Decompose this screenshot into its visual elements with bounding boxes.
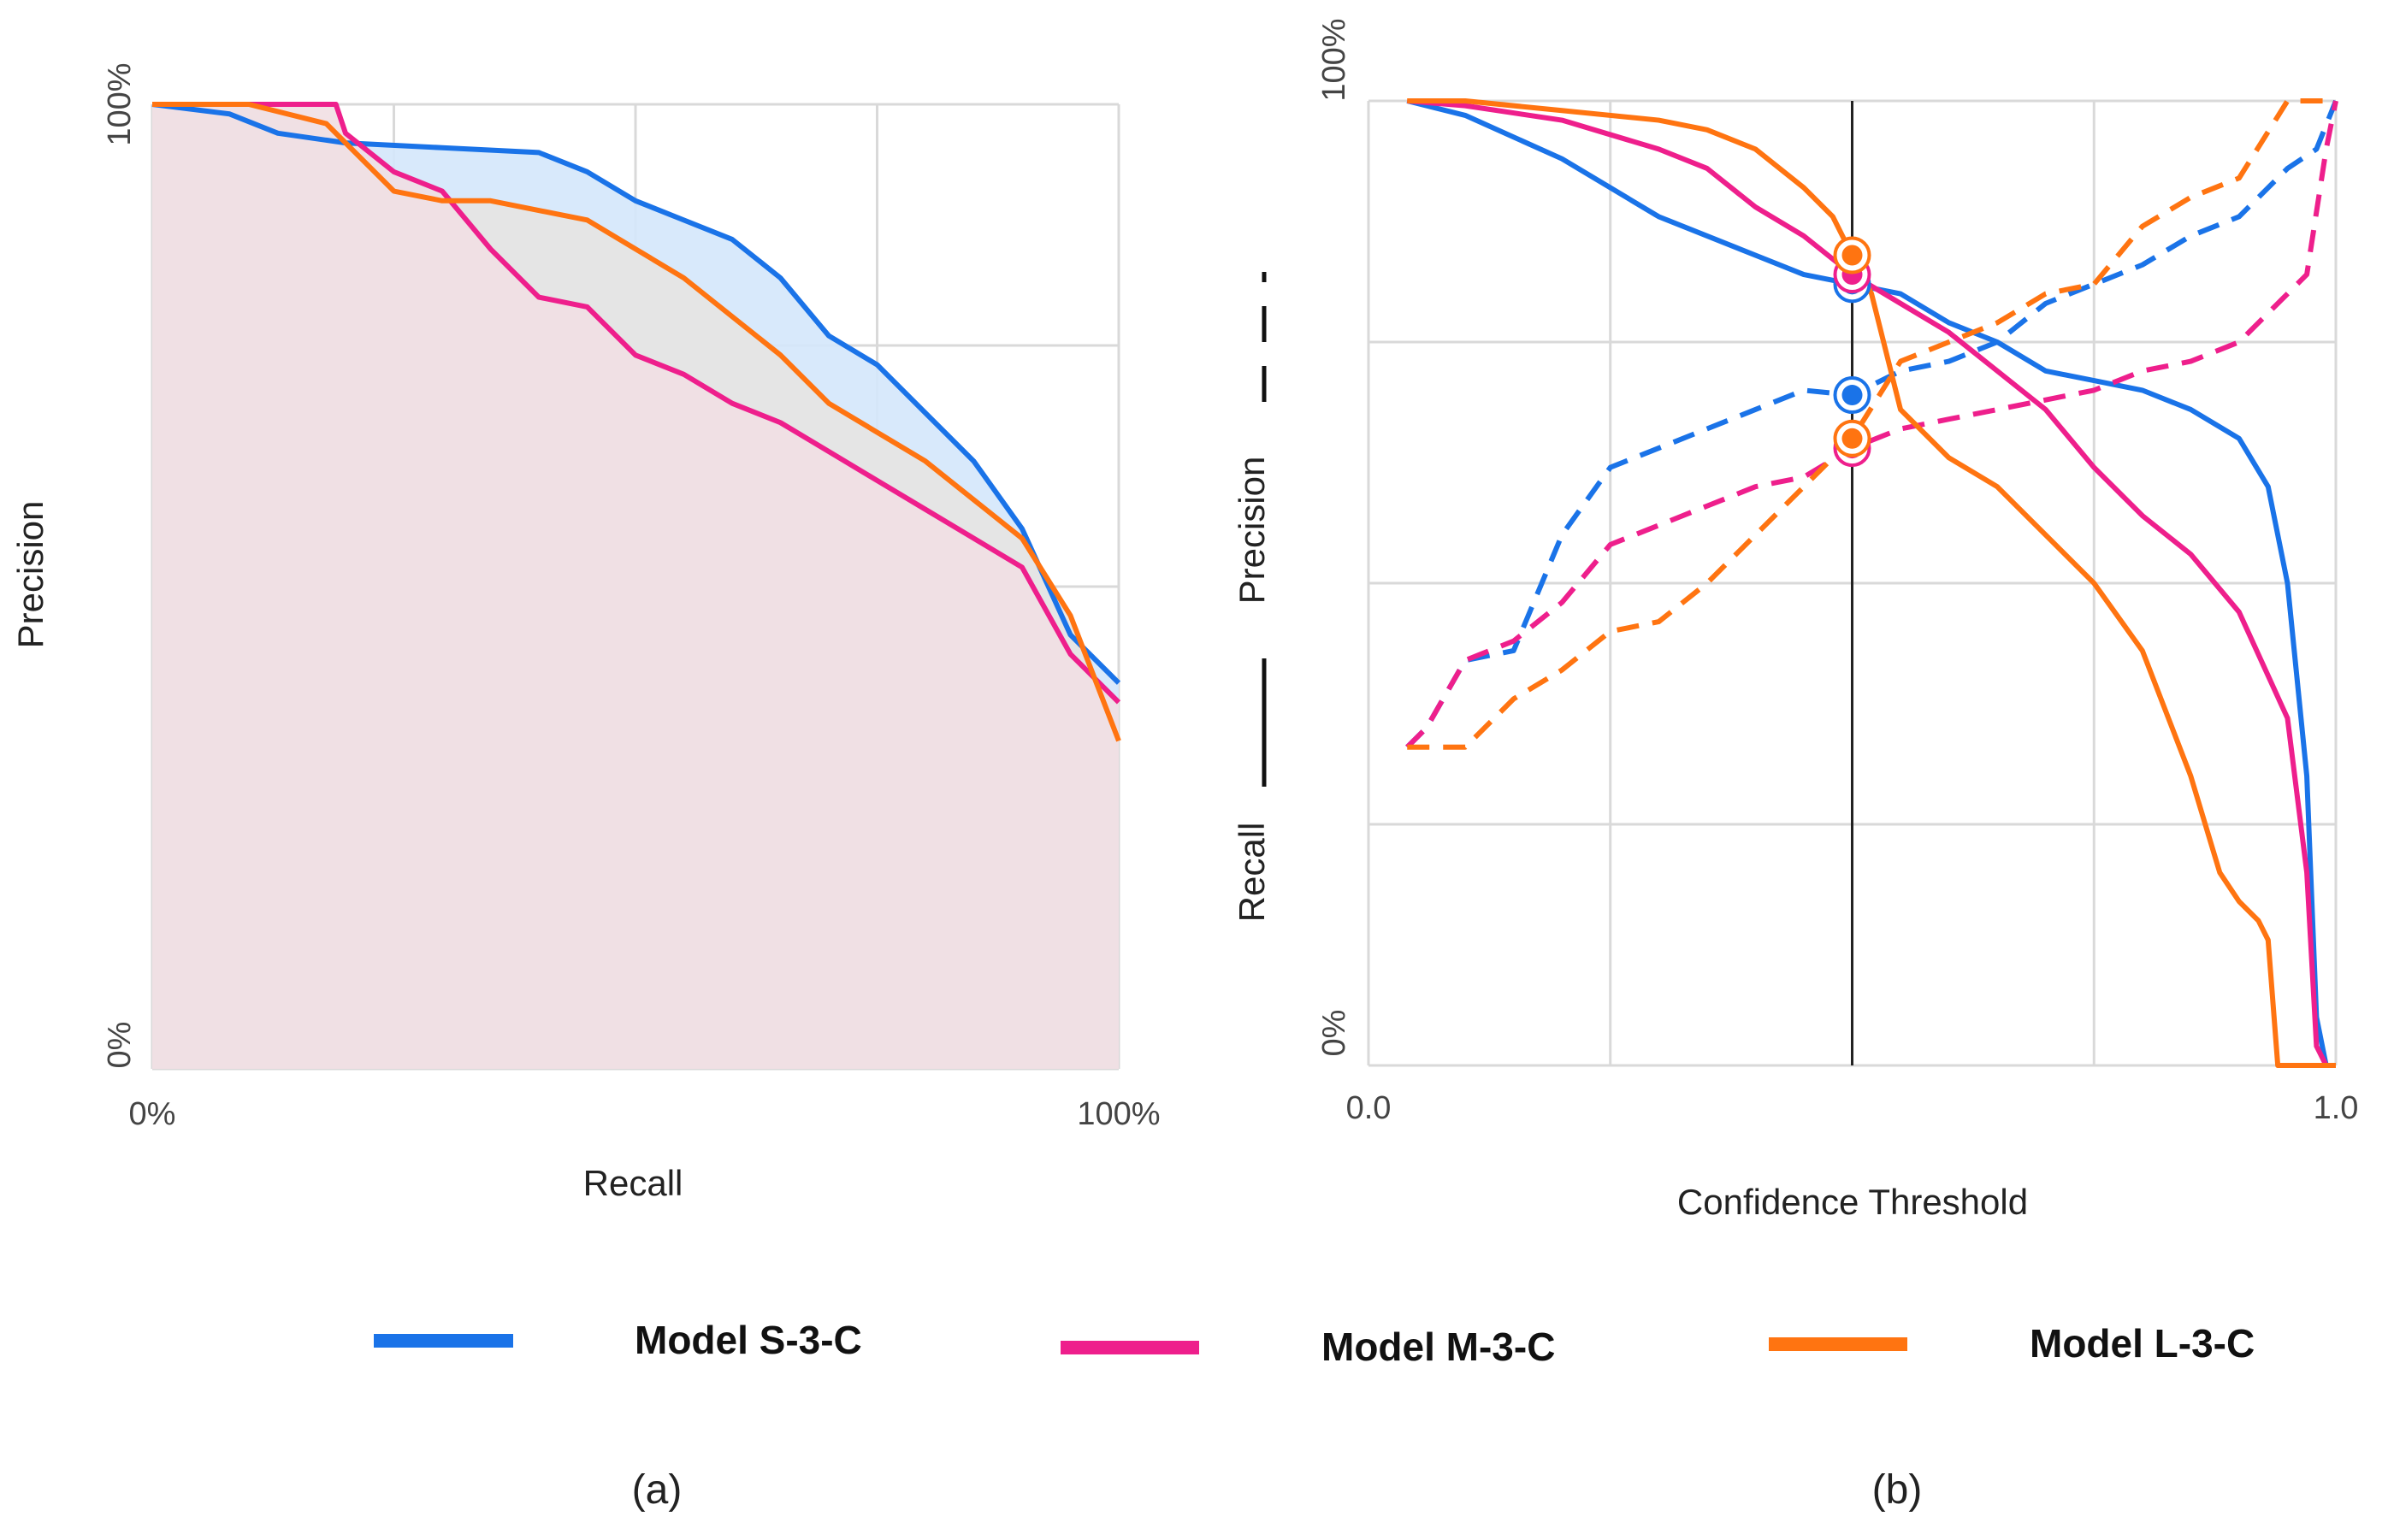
area-model-m-3-c bbox=[152, 104, 1119, 1069]
precision-line-model-m-3-c bbox=[1405, 100, 2338, 749]
line-model-l-3-c bbox=[152, 102, 1121, 742]
precision-line-model-l-3-c bbox=[1407, 98, 2336, 750]
y-tick-top: 100% bbox=[1316, 18, 1352, 101]
y-tick-bottom: 0% bbox=[102, 1022, 138, 1069]
recall-line-model-l-3-c bbox=[1407, 98, 2336, 1068]
legend: Model S-3-C Model M-3-C Model L-3-C bbox=[374, 1318, 2255, 1369]
y-tick-bottom: 0% bbox=[1316, 1010, 1352, 1057]
y-axis-label-legend: Recall Precision bbox=[1232, 272, 1272, 922]
precision-marker-dot-model-s-3-c bbox=[1841, 385, 1863, 406]
x-tick-right: 100% bbox=[1077, 1096, 1160, 1132]
y-label-recall: Recall bbox=[1232, 823, 1272, 923]
panel-label-a: (a) bbox=[632, 1467, 683, 1513]
precision-marker-dot-model-l-3-c bbox=[1841, 428, 1863, 449]
series-lines bbox=[151, 102, 1121, 742]
series-lines bbox=[1405, 98, 2338, 1068]
y-label-precision: Precision bbox=[1232, 457, 1272, 605]
x-axis-label: Recall bbox=[583, 1163, 683, 1203]
recall-line-model-s-3-c bbox=[1406, 98, 2336, 1068]
threshold-markers bbox=[1833, 101, 1871, 1065]
legend-label-l: Model L-3-C bbox=[2030, 1321, 2255, 1366]
x-tick-left: 0.0 bbox=[1346, 1090, 1392, 1126]
area-fills bbox=[152, 104, 1119, 1069]
legend-label-m: Model M-3-C bbox=[1321, 1325, 1555, 1369]
legend-item-m: Model M-3-C bbox=[1061, 1325, 1555, 1369]
x-tick-right: 1.0 bbox=[2314, 1090, 2359, 1126]
x-tick-left: 0% bbox=[129, 1096, 176, 1132]
y-axis-label: Precision bbox=[10, 501, 50, 649]
x-axis-label: Confidence Threshold bbox=[1677, 1182, 2028, 1222]
legend-label-s: Model S-3-C bbox=[635, 1318, 862, 1362]
y-tick-top: 100% bbox=[102, 62, 138, 145]
panel-a-pr-curve: 100% 0% 0% 100% Recall Precision (a) bbox=[10, 62, 1161, 1513]
line-model-s-3-c bbox=[151, 102, 1121, 685]
legend-item-l: Model L-3-C bbox=[1769, 1321, 2255, 1366]
legend-item-s: Model S-3-C bbox=[374, 1318, 862, 1362]
recall-marker-dot-model-l-3-c bbox=[1841, 245, 1863, 266]
panel-label-b: (b) bbox=[1872, 1467, 1923, 1513]
precision-line-model-s-3-c bbox=[1405, 99, 2338, 749]
line-model-m-3-c bbox=[152, 102, 1121, 705]
recall-line-model-m-3-c bbox=[1406, 98, 2329, 1067]
panel-b-threshold-curve: 100% 0% 0.0 1.0 Confidence Threshold Rec… bbox=[1232, 18, 2358, 1513]
